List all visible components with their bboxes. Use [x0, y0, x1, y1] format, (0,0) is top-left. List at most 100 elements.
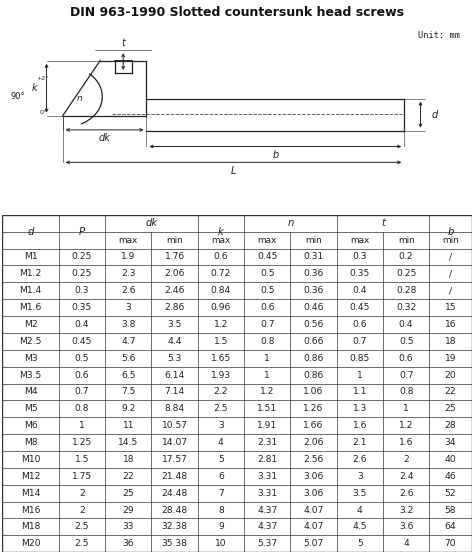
Text: 3.31: 3.31 — [257, 472, 277, 481]
Text: 1: 1 — [264, 354, 270, 363]
Text: 2.4: 2.4 — [399, 472, 413, 481]
Text: 5.07: 5.07 — [303, 539, 324, 548]
Text: L: L — [231, 165, 236, 175]
Text: k: k — [32, 83, 38, 93]
Text: 3.2: 3.2 — [399, 506, 413, 514]
Text: 21.48: 21.48 — [162, 472, 188, 481]
Text: 0.85: 0.85 — [350, 354, 370, 363]
Text: 0.28: 0.28 — [396, 286, 416, 295]
Text: b: b — [272, 150, 278, 160]
Text: 16: 16 — [445, 320, 456, 329]
Text: 0.45: 0.45 — [350, 303, 370, 312]
Text: M14: M14 — [21, 488, 40, 498]
Text: 9.2: 9.2 — [121, 404, 136, 413]
Text: 40: 40 — [445, 455, 456, 464]
Text: 2: 2 — [403, 455, 409, 464]
Text: 0.36: 0.36 — [303, 269, 324, 279]
Text: Unit: mm: Unit: mm — [418, 31, 460, 39]
Text: M1.4: M1.4 — [19, 286, 42, 295]
Text: 4.07: 4.07 — [303, 506, 324, 514]
Text: 0.72: 0.72 — [211, 269, 231, 279]
Text: 0.7: 0.7 — [260, 320, 274, 329]
Text: DIN 963-1990 Slotted countersunk head screws: DIN 963-1990 Slotted countersunk head sc… — [70, 6, 404, 19]
Text: 2.6: 2.6 — [353, 455, 367, 464]
Text: 0.6: 0.6 — [214, 253, 228, 261]
Text: 1: 1 — [403, 404, 409, 413]
Text: 14.07: 14.07 — [162, 438, 188, 447]
Text: min: min — [398, 235, 414, 245]
Text: 0.84: 0.84 — [211, 286, 231, 295]
Text: M18: M18 — [21, 522, 40, 532]
Text: 3.06: 3.06 — [303, 488, 324, 498]
Text: M8: M8 — [24, 438, 37, 447]
Text: 4.07: 4.07 — [303, 522, 324, 532]
Text: M1: M1 — [24, 253, 37, 261]
Text: min: min — [442, 235, 459, 245]
Text: 4.4: 4.4 — [167, 337, 182, 346]
Text: 0.35: 0.35 — [72, 303, 92, 312]
Text: 20: 20 — [445, 371, 456, 380]
Text: 4.5: 4.5 — [353, 522, 367, 532]
Text: 35.38: 35.38 — [162, 539, 188, 548]
Text: 1.5: 1.5 — [75, 455, 89, 464]
Text: M3.5: M3.5 — [19, 371, 42, 380]
Text: 0.5: 0.5 — [399, 337, 413, 346]
Text: 0.46: 0.46 — [303, 303, 324, 312]
Text: 2.1: 2.1 — [353, 438, 367, 447]
Text: 2.31: 2.31 — [257, 438, 277, 447]
Text: 1: 1 — [264, 371, 270, 380]
Text: 5: 5 — [218, 455, 224, 464]
Text: 2.06: 2.06 — [164, 269, 185, 279]
Text: M16: M16 — [21, 506, 40, 514]
Text: 1.26: 1.26 — [303, 404, 324, 413]
Text: 0.5: 0.5 — [260, 269, 274, 279]
Text: min: min — [305, 235, 322, 245]
Text: 1.1: 1.1 — [353, 387, 367, 396]
Text: 0.8: 0.8 — [260, 337, 274, 346]
Text: 0.25: 0.25 — [72, 253, 92, 261]
Text: k: k — [218, 226, 224, 236]
Text: 0.25: 0.25 — [72, 269, 92, 279]
Text: 0.8: 0.8 — [399, 387, 413, 396]
Text: 0.45: 0.45 — [257, 253, 277, 261]
Text: 5: 5 — [357, 539, 363, 548]
Text: 1.5: 1.5 — [214, 337, 228, 346]
Text: 9: 9 — [218, 522, 224, 532]
Text: 25: 25 — [445, 404, 456, 413]
Text: 2: 2 — [79, 488, 85, 498]
Text: 2.56: 2.56 — [303, 455, 324, 464]
Text: 25: 25 — [122, 488, 134, 498]
Text: 0.4: 0.4 — [399, 320, 413, 329]
Text: 3.6: 3.6 — [399, 522, 413, 532]
Text: 1.51: 1.51 — [257, 404, 277, 413]
Text: 10: 10 — [215, 539, 227, 548]
Text: 1.76: 1.76 — [164, 253, 185, 261]
Text: 4.37: 4.37 — [257, 506, 277, 514]
Text: b: b — [447, 226, 454, 236]
Text: 0.31: 0.31 — [303, 253, 324, 261]
Text: 29: 29 — [122, 506, 134, 514]
Text: 0.96: 0.96 — [211, 303, 231, 312]
Text: max: max — [118, 235, 138, 245]
Text: 6.5: 6.5 — [121, 371, 136, 380]
Text: 28: 28 — [445, 421, 456, 430]
Text: 6: 6 — [218, 472, 224, 481]
Text: 14.5: 14.5 — [118, 438, 138, 447]
Text: 22: 22 — [445, 387, 456, 396]
Text: 1.6: 1.6 — [399, 438, 413, 447]
Text: 1.25: 1.25 — [72, 438, 92, 447]
Text: /: / — [449, 286, 452, 295]
Text: 6.14: 6.14 — [164, 371, 185, 380]
Text: 70: 70 — [445, 539, 456, 548]
Text: 0.4: 0.4 — [75, 320, 89, 329]
Text: M10: M10 — [21, 455, 40, 464]
Text: 18: 18 — [123, 455, 134, 464]
Text: 22: 22 — [122, 472, 134, 481]
Text: n: n — [287, 218, 293, 228]
Text: 0.5: 0.5 — [75, 354, 89, 363]
Text: 28.48: 28.48 — [162, 506, 188, 514]
Text: t: t — [121, 38, 125, 48]
Text: 5.6: 5.6 — [121, 354, 136, 363]
Text: 0.8: 0.8 — [75, 404, 89, 413]
Text: 2.81: 2.81 — [257, 455, 277, 464]
